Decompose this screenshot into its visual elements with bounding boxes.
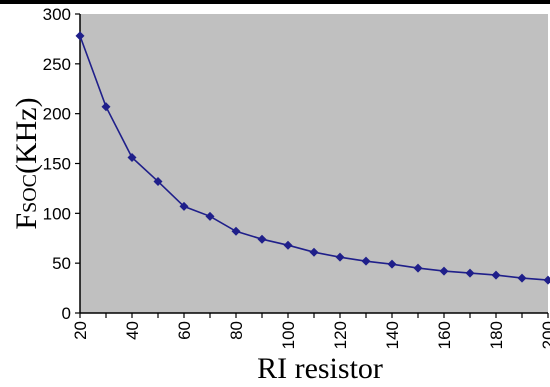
- data-point: [387, 259, 397, 269]
- x-tick-label: 20: [71, 321, 90, 340]
- data-point: [543, 275, 550, 285]
- data-point: [75, 31, 85, 41]
- data-point: [465, 268, 475, 278]
- x-tick-label: 60: [175, 321, 194, 340]
- data-point: [491, 270, 501, 280]
- y-axis-title-unit: (KHz): [10, 97, 43, 174]
- x-tick-label: 140: [383, 321, 402, 349]
- x-tick-label: 180: [487, 321, 506, 349]
- data-point: [439, 266, 449, 276]
- y-axis-title: FSOC(KHz): [10, 97, 43, 229]
- data-point: [179, 201, 189, 211]
- x-tick-label: 100: [279, 321, 298, 349]
- x-tick-label: 120: [331, 321, 350, 349]
- data-point: [361, 256, 371, 266]
- y-tick-label: 250: [43, 55, 71, 74]
- data-point: [283, 240, 293, 250]
- y-tick-label: 100: [43, 204, 71, 223]
- y-axis-title-main: F: [10, 213, 43, 230]
- y-axis-title-sub: SOC: [19, 174, 41, 213]
- data-point: [309, 247, 319, 257]
- data-point: [517, 273, 527, 283]
- plot-area: [80, 14, 548, 313]
- x-axis-title: RI resistor: [257, 352, 383, 385]
- x-tick-label: 80: [227, 321, 246, 340]
- data-point: [127, 153, 137, 163]
- data-point: [231, 226, 241, 236]
- data-point: [257, 234, 267, 244]
- data-point: [335, 252, 345, 262]
- data-point: [153, 176, 163, 186]
- y-tick-label: 0: [62, 304, 71, 323]
- y-tick-label: 300: [43, 5, 71, 24]
- x-tick-label: 200: [539, 321, 550, 349]
- top-border-line: [0, 0, 550, 4]
- y-tick-label: 50: [52, 254, 71, 273]
- y-tick-label: 200: [43, 105, 71, 124]
- x-tick-label: 40: [123, 321, 142, 340]
- x-tick-label: 160: [435, 321, 454, 349]
- data-point: [413, 263, 423, 273]
- y-tick-label: 150: [43, 155, 71, 174]
- data-point: [101, 102, 111, 112]
- data-point: [205, 211, 215, 221]
